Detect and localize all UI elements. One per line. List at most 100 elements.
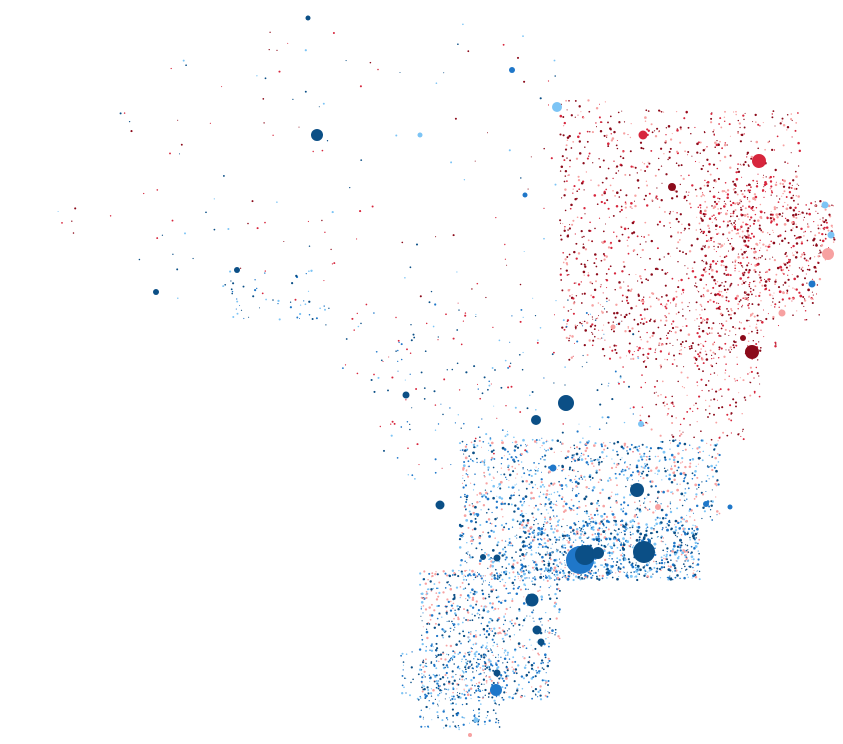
municipality-dot [730, 308, 733, 310]
municipality-dot [492, 466, 495, 469]
municipality-dot [467, 526, 470, 529]
municipality-dot [505, 587, 508, 590]
municipality-dot [736, 379, 738, 382]
municipality-dot [464, 449, 467, 452]
municipality-dot [613, 272, 617, 275]
municipality-dot [806, 282, 808, 284]
municipality-dot [540, 481, 543, 484]
municipality-dot [572, 297, 575, 300]
municipality-dot [729, 351, 731, 353]
municipality-dot [773, 258, 777, 262]
municipality-dot [507, 486, 510, 489]
municipality-dot [675, 195, 679, 198]
municipality-dot [519, 320, 522, 323]
municipality-dot [446, 574, 449, 577]
municipality-dot [735, 344, 737, 346]
municipality-dot [461, 482, 464, 484]
municipality-dot [687, 154, 689, 156]
municipality-dot [482, 597, 485, 600]
municipality-dot [758, 224, 761, 227]
municipality-dot [628, 342, 631, 345]
municipality-dot [581, 544, 584, 546]
municipality-dot [662, 537, 665, 539]
municipality-dot [490, 383, 492, 385]
municipality-dot [631, 353, 634, 356]
municipality-dot [654, 349, 656, 351]
municipality-dot [600, 515, 604, 518]
municipality-dot [739, 261, 742, 265]
municipality-dot [718, 191, 720, 193]
municipality-dot [742, 273, 745, 277]
municipality-dot [758, 375, 760, 377]
municipality-dot [744, 244, 748, 247]
municipality-dot [723, 143, 727, 147]
municipality-dot [473, 590, 476, 593]
municipality-dot [629, 467, 631, 470]
municipality-dot [631, 565, 635, 569]
municipality-dot [803, 299, 807, 302]
municipality-dot [746, 298, 750, 301]
municipality-dot [492, 457, 494, 460]
municipality-dot [724, 265, 728, 269]
municipality-dot [640, 169, 642, 171]
municipality-dot [743, 126, 746, 129]
municipality-dot [569, 446, 572, 449]
municipality-dot [634, 194, 637, 197]
municipality-dot [718, 453, 721, 457]
municipality-dot [465, 552, 468, 554]
municipality-dot [728, 334, 730, 337]
municipality-dot [649, 469, 653, 472]
municipality-dot [519, 444, 522, 447]
municipality-dot [673, 474, 677, 477]
municipality-dot [794, 129, 797, 132]
municipality-dot [488, 627, 491, 630]
municipality-dot [696, 381, 698, 383]
municipality-dot [646, 184, 649, 187]
municipality-dot [421, 638, 424, 641]
municipality-dot [683, 518, 686, 521]
municipality-dot [539, 698, 543, 701]
municipality-dot [634, 501, 636, 504]
municipality-dot [598, 468, 601, 472]
municipality-dot [649, 538, 651, 541]
municipality-dot [784, 201, 786, 204]
municipality-dot [221, 86, 223, 88]
municipality-dot [670, 527, 673, 531]
municipality-dot [715, 228, 717, 231]
municipality-dot [670, 323, 673, 325]
municipality-dot [693, 261, 696, 264]
municipality-dot [729, 286, 731, 288]
municipality-dot [687, 277, 690, 280]
municipality-dot [295, 274, 298, 278]
municipality-dot [510, 622, 513, 625]
municipality-dot [315, 317, 318, 320]
municipality-dot [555, 529, 559, 533]
municipality-dot [564, 366, 566, 368]
municipality-dot [673, 455, 676, 459]
municipality-dot [737, 132, 739, 134]
municipality-dot [749, 184, 751, 186]
municipality-dot [373, 312, 375, 314]
municipality-dot [456, 329, 459, 331]
municipality-dot [711, 365, 714, 368]
municipality-dot [777, 201, 780, 203]
municipality-dot [746, 245, 750, 248]
municipality-dot [580, 458, 584, 461]
municipality-dot [397, 360, 399, 363]
municipality-dot [458, 569, 460, 572]
municipality-dot [477, 695, 480, 699]
municipality-dot [615, 564, 618, 567]
municipality-dot [742, 163, 745, 166]
municipality-dot [634, 509, 637, 511]
municipality-dot [703, 131, 706, 134]
municipality-dot [548, 493, 550, 496]
municipality-dot [559, 219, 562, 222]
municipality-dot [415, 243, 419, 246]
municipality-dot [606, 311, 608, 313]
municipality-dot [583, 497, 587, 501]
municipality-dot [449, 407, 451, 409]
municipality-dot [501, 566, 504, 568]
municipality-dot [562, 125, 565, 127]
municipality-dot [504, 570, 508, 573]
municipality-dot [569, 479, 572, 482]
